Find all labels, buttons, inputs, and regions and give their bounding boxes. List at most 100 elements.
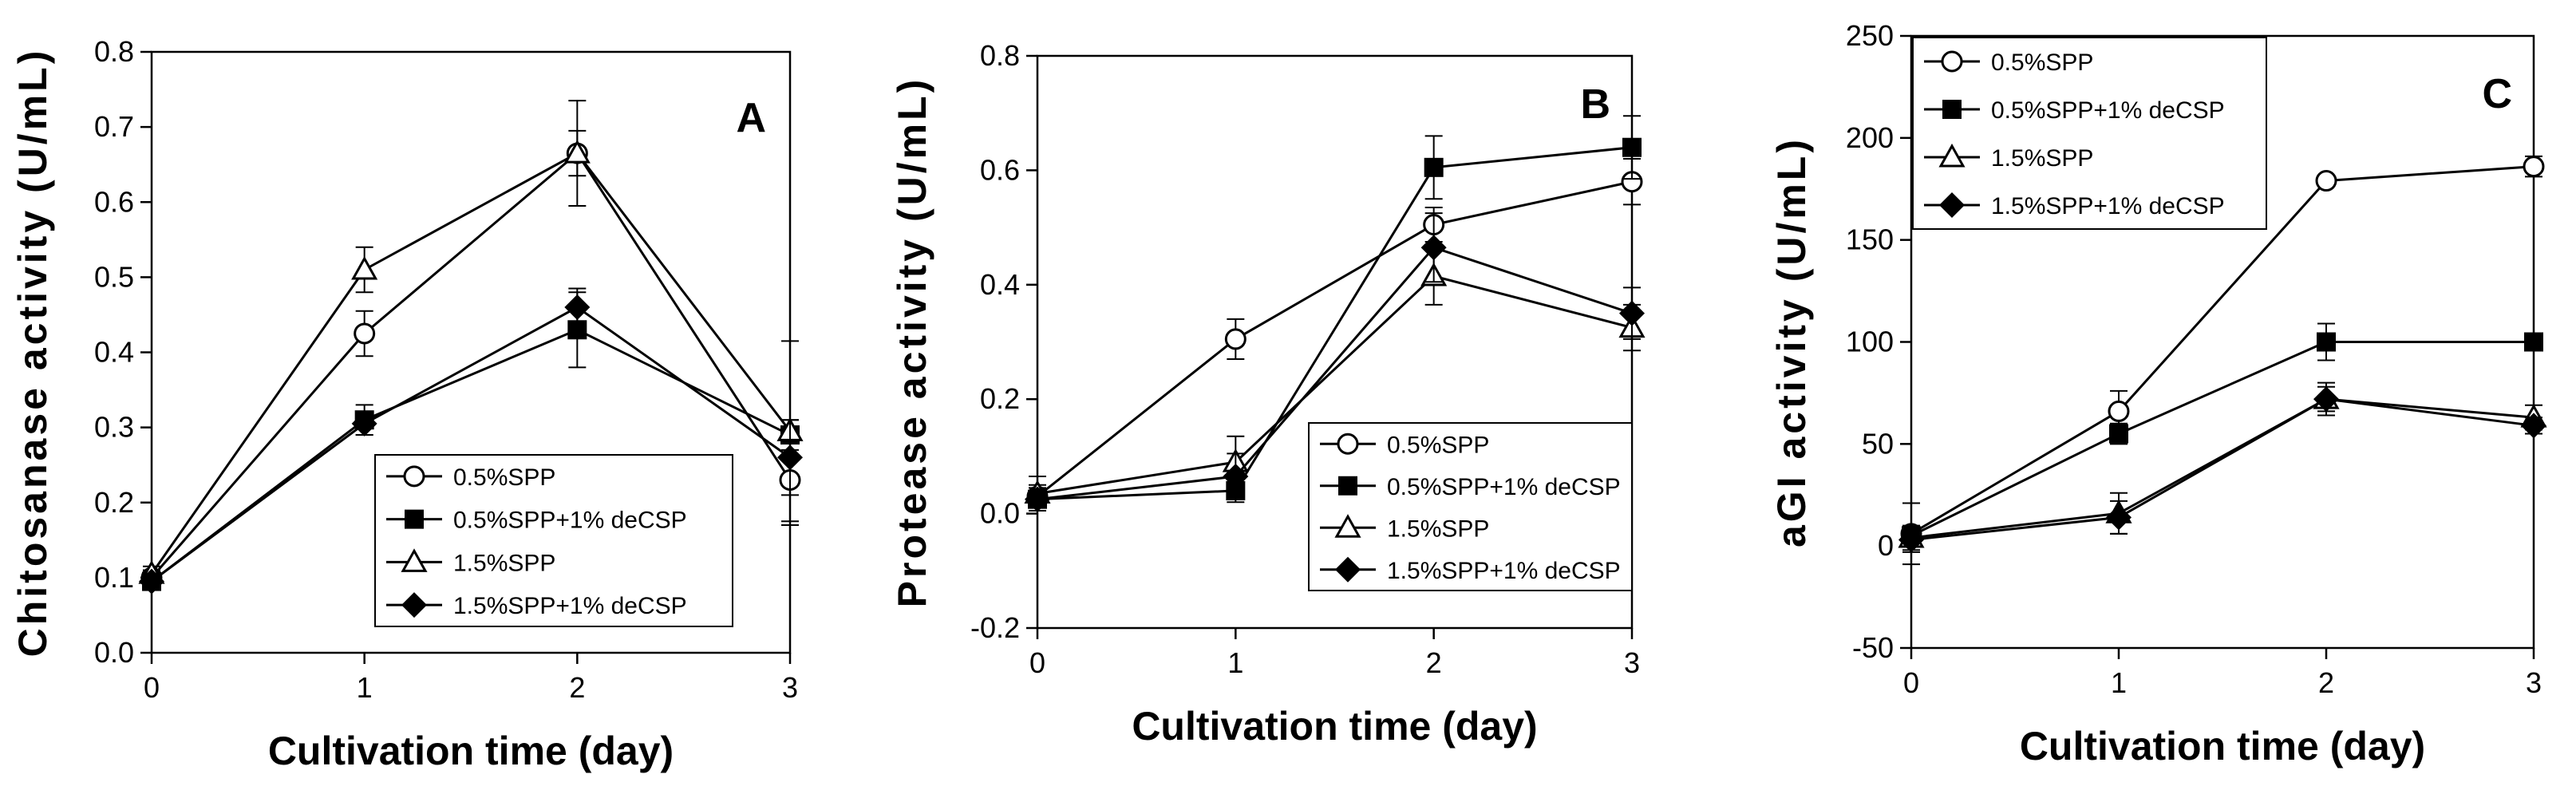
data-point xyxy=(1224,328,1247,350)
legend-box xyxy=(1308,422,1633,591)
x-axis-label: Cultivation time (day) xyxy=(2020,724,2425,768)
legend: 0.5%SPP 0.5%SPP+1% deCSP 1.5%SPP 1.5%SPP+1%… xyxy=(1912,37,2267,230)
series-1 xyxy=(1900,155,2545,566)
y-tick-label: 0.2 xyxy=(94,486,134,519)
data-point xyxy=(2317,332,2336,352)
legend-label: 0.5%SPP xyxy=(453,464,555,491)
legend-label: 0.5%SPP xyxy=(1387,432,1489,458)
data-point xyxy=(2313,386,2339,413)
data-point xyxy=(351,255,378,280)
x-axis-label: Cultivation time (day) xyxy=(268,729,674,773)
y-tick-label: 100 xyxy=(1846,326,1894,358)
y-tick-label: 150 xyxy=(1846,223,1894,256)
series-line xyxy=(1910,341,2534,537)
y-tick-label: 200 xyxy=(1846,121,1894,154)
data-point xyxy=(564,294,591,321)
data-point xyxy=(563,139,591,164)
legend-marker xyxy=(403,465,425,488)
y-tick-label: 50 xyxy=(1862,427,1894,460)
data-point xyxy=(2108,400,2130,422)
y-tick-label: 0.0 xyxy=(980,497,1020,530)
legend-marker xyxy=(1938,143,1966,168)
legend-marker xyxy=(401,548,428,572)
data-point xyxy=(2524,332,2543,352)
data-point xyxy=(1898,527,1924,553)
legend-label: 1.5%SPP xyxy=(453,550,555,576)
y-tick-label: 250 xyxy=(1846,19,1894,52)
data-point xyxy=(1424,157,1444,177)
legend-marker xyxy=(1338,476,1357,496)
x-axis-label: Cultivation time (day) xyxy=(1132,704,1537,749)
legend-marker xyxy=(1941,50,1963,73)
series-line xyxy=(1037,246,1633,501)
panel-b: -0.2 0.0 0.2 0.4 0.6 0.8 0 1 2 3 Cultivation time … xyxy=(890,39,1646,749)
series-line xyxy=(1910,165,2535,535)
series-line xyxy=(151,306,791,583)
series-4 xyxy=(1898,385,2546,553)
series-line xyxy=(1910,397,2535,541)
y-axis-label: aGI activity (U/mL) xyxy=(1769,136,1814,547)
x-tick-label: 0 xyxy=(1903,666,1919,699)
y-tick-label: 0.8 xyxy=(980,39,1020,72)
x-tick-label: 1 xyxy=(2111,666,2127,699)
series-line xyxy=(150,151,792,579)
legend-label: 1.5%SPP xyxy=(1387,516,1489,542)
series-line xyxy=(1910,397,2535,539)
series-line xyxy=(1037,180,1633,498)
legend-marker xyxy=(405,509,424,529)
y-tick-label: 0.6 xyxy=(94,185,134,218)
y-tick-label: 0.2 xyxy=(980,382,1020,415)
data-point xyxy=(1619,300,1645,326)
legend-marker xyxy=(1334,514,1361,538)
legend-label: 0.5%SPP+1% deCSP xyxy=(1991,97,2225,124)
y-axis-label: Protease activity (U/mL) xyxy=(890,77,934,608)
data-point xyxy=(2521,413,2546,439)
legend-label: 0.5%SPP+1% deCSP xyxy=(453,508,687,534)
y-tick-label: 0.8 xyxy=(94,35,134,68)
legend-label: 1.5%SPP+1% deCSP xyxy=(1387,558,1621,584)
y-tick-label: 0.5 xyxy=(94,260,134,293)
x-tick-label: 2 xyxy=(1426,646,1442,679)
legend-label: 1.5%SPP xyxy=(1991,145,2093,172)
y-axis-label: Chitosanase activity (U/mL) xyxy=(10,48,55,658)
legend-label: 1.5%SPP+1% deCSP xyxy=(1991,193,2225,219)
y-tick-label: -0.2 xyxy=(970,611,1020,644)
series-3 xyxy=(1898,381,2547,551)
y-tick-label: 0.4 xyxy=(980,268,1020,301)
legend-box xyxy=(1912,37,2267,230)
x-tick-label: 2 xyxy=(2318,666,2334,699)
y-tick-label: 0.3 xyxy=(94,411,134,444)
panel-a: 0.0 0.1 0.2 0.3 0.4 0.5 0.6 0.7 0.8 0 1 2 3 Cultivati… xyxy=(10,35,804,773)
x-tick-label: 0 xyxy=(144,671,160,704)
data-point xyxy=(351,410,377,437)
panel-letter: A xyxy=(736,95,766,141)
panel-letter: C xyxy=(2482,71,2512,117)
series-line xyxy=(150,152,792,575)
data-point xyxy=(1622,137,1642,157)
y-tick-label: 0.4 xyxy=(94,336,134,369)
series-4 xyxy=(139,287,803,595)
legend-marker xyxy=(1337,433,1359,455)
x-tick-label: 3 xyxy=(2526,666,2542,699)
y-tick-label: 0.7 xyxy=(94,110,134,143)
data-point xyxy=(777,444,803,471)
x-tick-label: 3 xyxy=(782,671,798,704)
x-tick-label: 1 xyxy=(1227,646,1243,679)
y-tick-label: 0 xyxy=(1878,529,1894,562)
legend-marker xyxy=(401,592,427,618)
data-point xyxy=(2106,504,2132,531)
legend-marker xyxy=(1335,556,1361,583)
legend-label: 0.5%SPP+1% deCSP xyxy=(1387,474,1621,500)
legend-marker xyxy=(1939,192,1965,218)
series-line xyxy=(1037,275,1633,495)
x-tick-label: 3 xyxy=(1624,646,1640,679)
data-point xyxy=(2523,156,2545,178)
y-tick-label: 0.6 xyxy=(980,153,1020,186)
data-point xyxy=(1420,235,1447,261)
series-line xyxy=(1037,146,1633,501)
series-4 xyxy=(1025,212,1645,512)
x-tick-label: 1 xyxy=(357,671,373,704)
data-point xyxy=(1223,463,1249,489)
legend-marker xyxy=(1942,100,1962,119)
